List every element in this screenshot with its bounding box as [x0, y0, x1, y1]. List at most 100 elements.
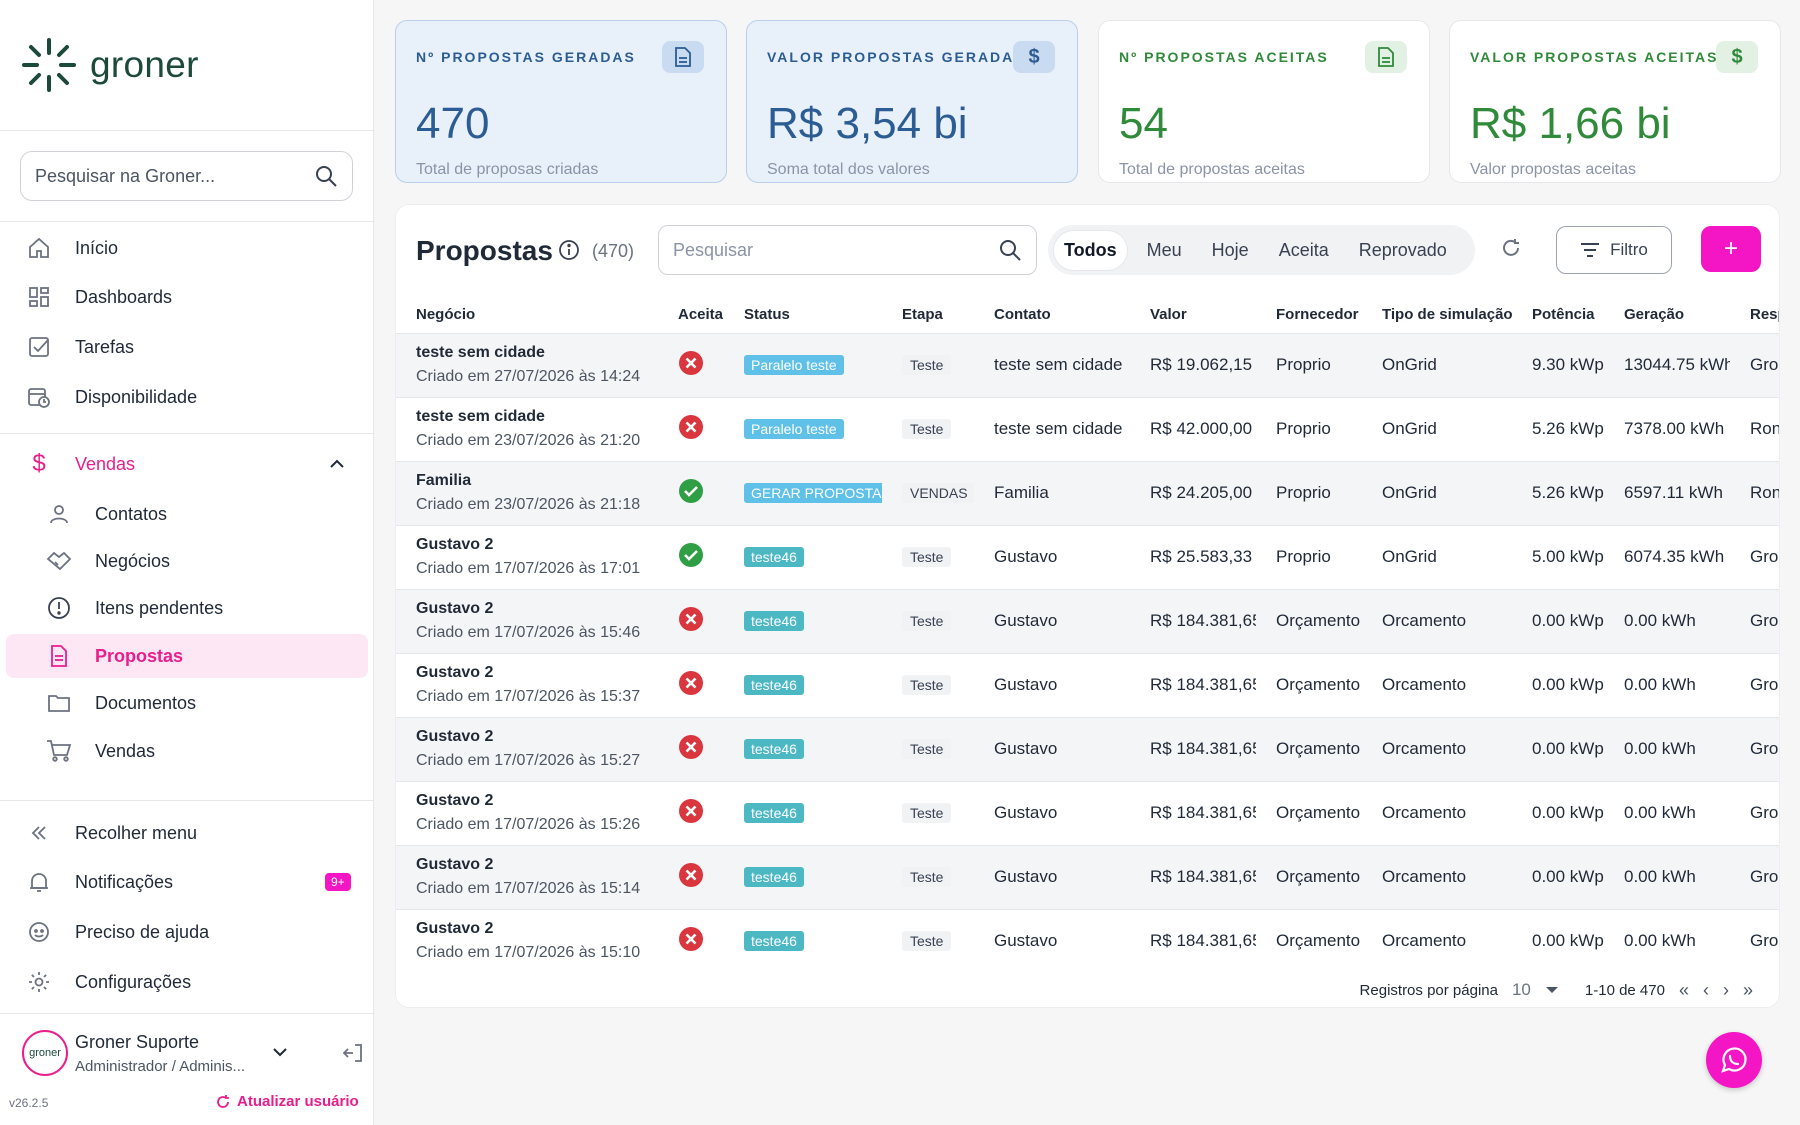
geracao-cell: 7378.00 kWh — [1604, 396, 1730, 461]
chevrons-left-icon — [26, 820, 52, 846]
column-header[interactable]: Potência — [1532, 306, 1595, 324]
prev-page-icon[interactable]: ‹ — [1702, 979, 1709, 1000]
next-page-icon[interactable]: › — [1722, 979, 1729, 1000]
sidebar-item-negocios[interactable]: Negócios — [6, 539, 368, 583]
aceita-cell — [658, 908, 724, 973]
filter-button[interactable]: Filtro — [1556, 226, 1672, 274]
propostas-search-input[interactable]: Pesquisar — [658, 225, 1037, 275]
user-menu[interactable]: groner Groner Suporte Administrador / Ad… — [22, 1028, 362, 1084]
checkbox-icon — [26, 334, 52, 360]
aceita-cell — [658, 780, 724, 845]
sidebar-item-tarefas[interactable]: Tarefas — [0, 324, 374, 370]
contato-cell: teste sem cidade — [974, 332, 1130, 397]
dollar-icon: $ — [1716, 41, 1758, 73]
table-row[interactable]: Gustavo 2 Criado em 17/07/2026 às 15:46 te… — [396, 588, 1779, 653]
tab-reprovado[interactable]: Reprovado — [1358, 239, 1447, 260]
negocio-cell[interactable]: Gustavo 2 Criado em 17/07/2026 às 15:27 — [396, 716, 658, 781]
status-badge: teste46 — [744, 611, 804, 631]
contato-cell: Gustavo — [974, 588, 1130, 653]
first-page-icon[interactable]: « — [1678, 979, 1689, 1000]
add-proposta-button[interactable]: + — [1701, 226, 1761, 272]
table-row[interactable]: Familia Criado em 23/07/2026 às 21:18 GERA… — [396, 460, 1779, 525]
sidebar-group-vendas[interactable]: $ Vendas — [0, 441, 374, 487]
sidebar-item-documentos[interactable]: Documentos — [6, 681, 368, 725]
geracao-cell: 0.00 kWh — [1604, 652, 1730, 717]
negocio-cell[interactable]: Gustavo 2 Criado em 17/07/2026 às 15:46 — [396, 588, 658, 653]
sidebar-item-dashboards[interactable]: Dashboards — [0, 274, 374, 320]
sidebar-item-vendas[interactable]: Vendas — [6, 729, 368, 773]
column-header[interactable]: Fornecedor — [1276, 306, 1359, 324]
sidebar-item-disponibilidade[interactable]: Disponibilidade — [0, 374, 374, 420]
tab-meu[interactable]: Meu — [1146, 239, 1182, 260]
column-header[interactable]: Aceita — [678, 306, 724, 324]
negocio-cell[interactable]: Gustavo 2 Criado em 17/07/2026 às 15:37 — [396, 652, 658, 717]
sidebar-item-inicio[interactable]: Início — [0, 225, 374, 271]
logout-icon[interactable] — [342, 1042, 364, 1069]
whatsapp-button[interactable] — [1706, 1032, 1762, 1088]
table-row[interactable]: Gustavo 2 Criado em 17/07/2026 às 15:10 te… — [396, 908, 1779, 973]
negocio-cell[interactable]: teste sem cidade Criado em 23/07/2026 às … — [396, 396, 658, 461]
sidebar-search-input[interactable]: Pesquisar na Groner... — [20, 151, 353, 201]
table-row[interactable]: Gustavo 2 Criado em 17/07/2026 às 15:26 te… — [396, 780, 1779, 845]
sidebar-item-ajuda[interactable]: Preciso de ajuda — [0, 909, 374, 955]
column-header[interactable]: Resp — [1750, 306, 1779, 324]
column-header[interactable]: Valor — [1150, 306, 1187, 324]
column-header[interactable]: Status — [744, 306, 790, 324]
divider — [0, 800, 374, 801]
sidebar-item-label: Disponibilidade — [75, 386, 198, 407]
sidebar-item-notificacoes[interactable]: Notificações 9+ — [0, 859, 374, 905]
table-row[interactable]: teste sem cidade Criado em 27/07/2026 às … — [396, 332, 1779, 397]
groner-logo[interactable]: groner — [20, 36, 199, 94]
chevron-up-icon[interactable] — [326, 453, 348, 480]
sidebar-item-itens-pendentes[interactable]: Itens pendentes — [6, 586, 368, 630]
collapse-menu-button[interactable]: Recolher menu — [0, 810, 374, 856]
geracao-cell: 0.00 kWh — [1604, 588, 1730, 653]
tab-aceita[interactable]: Aceita — [1278, 239, 1329, 260]
filter-label: Filtro — [1610, 240, 1648, 259]
sidebar-item-configuracoes[interactable]: Configurações — [0, 959, 374, 1005]
caret-down-icon[interactable] — [1545, 982, 1559, 999]
table-row[interactable]: teste sem cidade Criado em 23/07/2026 às … — [396, 396, 1779, 461]
table-row[interactable]: Gustavo 2 Criado em 17/07/2026 às 15:14 te… — [396, 844, 1779, 909]
negocio-date: Criado em 23/07/2026 às 21:18 — [416, 496, 641, 513]
negocio-cell[interactable]: Gustavo 2 Criado em 17/07/2026 às 17:01 — [396, 524, 658, 589]
negocio-cell[interactable]: Familia Criado em 23/07/2026 às 21:18 — [396, 460, 658, 525]
negocio-cell[interactable]: teste sem cidade Criado em 27/07/2026 às … — [396, 332, 658, 397]
table-row[interactable]: Gustavo 2 Criado em 17/07/2026 às 15:37 te… — [396, 652, 1779, 717]
etapa-badge: Teste — [902, 867, 952, 887]
responsavel-cell: Gron — [1730, 588, 1779, 653]
column-header[interactable]: Negócio — [416, 306, 476, 324]
propostas-panel: Propostas (470) Pesquisar Todos Meu Hoje… — [395, 204, 1780, 1008]
table-row[interactable]: Gustavo 2 Criado em 17/07/2026 às 17:01 te… — [396, 524, 1779, 589]
sidebar-item-propostas[interactable]: Propostas — [6, 634, 368, 678]
info-icon[interactable] — [558, 239, 580, 266]
tab-todos[interactable]: Todos — [1054, 230, 1127, 270]
divider — [0, 130, 374, 131]
sidebar-item-contatos[interactable]: Contatos — [6, 492, 368, 536]
negocio-cell[interactable]: Gustavo 2 Criado em 17/07/2026 às 15:14 — [396, 844, 658, 909]
etapa-badge: Teste — [902, 419, 952, 439]
table-row[interactable]: Gustavo 2 Criado em 17/07/2026 às 15:27 te… — [396, 716, 1779, 781]
valor-cell: R$ 42.000,00 — [1130, 396, 1256, 461]
column-header[interactable]: Etapa — [902, 306, 943, 324]
search-icon — [316, 166, 337, 187]
tipo-simulacao-cell: Orcamento — [1362, 588, 1512, 653]
chevron-down-icon[interactable] — [270, 1042, 290, 1067]
pagination: Registros por página 10 1-10 de 470 « ‹ … — [396, 971, 1779, 1007]
negocio-date: Criado em 17/07/2026 às 15:46 — [416, 624, 641, 641]
etapa-cell: VENDAS — [882, 460, 974, 525]
per-page-select[interactable]: 10 — [1511, 980, 1531, 999]
negocio-cell[interactable]: Gustavo 2 Criado em 17/07/2026 às 15:10 — [396, 908, 658, 973]
tab-hoje[interactable]: Hoje — [1211, 239, 1249, 260]
last-page-icon[interactable]: » — [1742, 979, 1753, 1000]
update-user-button[interactable]: Atualizar usuário — [215, 1093, 359, 1110]
responsavel-cell: Gron — [1730, 780, 1779, 845]
column-header[interactable]: Tipo de simulação — [1382, 306, 1512, 324]
column-header[interactable]: Geração — [1624, 306, 1685, 324]
refresh-icon[interactable] — [1500, 237, 1522, 264]
column-header[interactable]: Contato — [994, 306, 1051, 324]
negocio-name: Gustavo 2 — [416, 664, 494, 681]
negocio-cell[interactable]: Gustavo 2 Criado em 17/07/2026 às 15:26 — [396, 780, 658, 845]
contato-cell: Gustavo — [974, 908, 1130, 973]
sidebar-item-label: Notificações — [75, 871, 174, 892]
